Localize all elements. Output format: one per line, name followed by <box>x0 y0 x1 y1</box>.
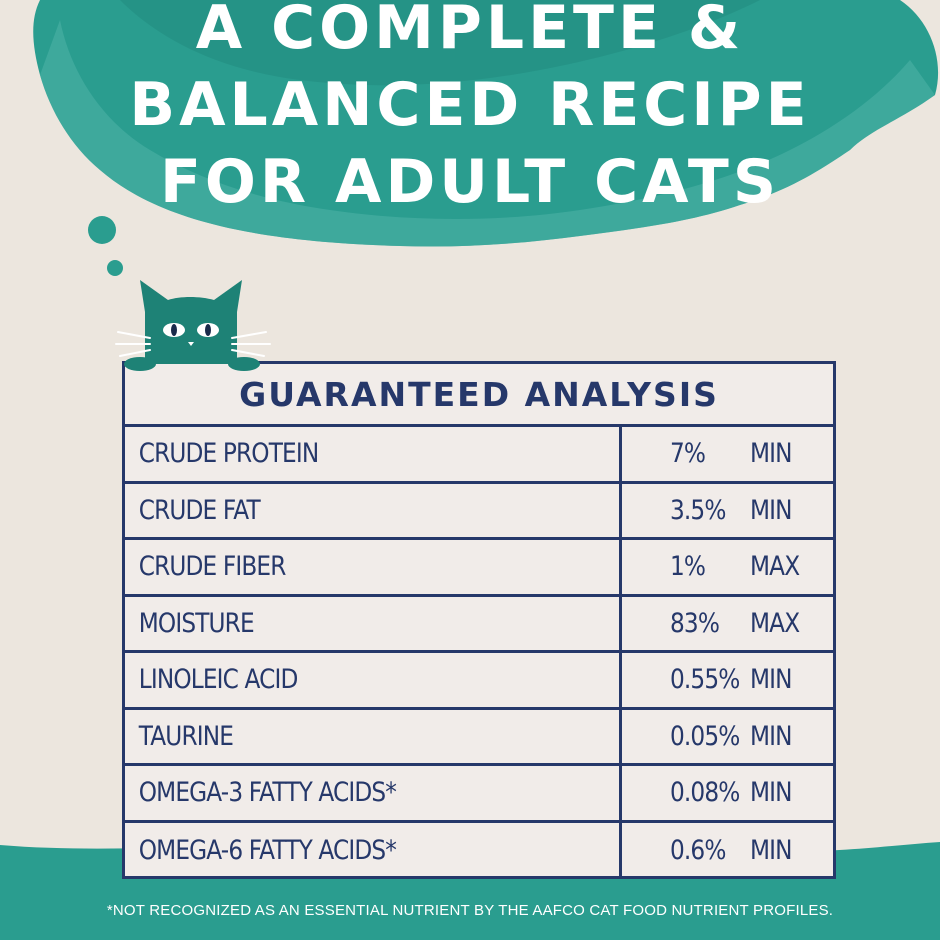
nutrient-value: 83% <box>670 607 720 639</box>
nutrient-name: OMEGA-6 FATTY ACIDS* <box>138 835 397 867</box>
nutrient-value: 0.08% <box>670 777 740 809</box>
nutrient-value: 0.05% <box>670 720 740 752</box>
table-row: TAURINE 0.05% MIN <box>125 709 833 766</box>
column-divider <box>619 540 622 594</box>
thought-cloud <box>33 0 939 276</box>
nutrient-value: 1% <box>670 551 706 583</box>
nutrient-name: MOISTURE <box>138 607 255 639</box>
table-row: MOISTURE 83% MAX <box>125 596 833 653</box>
nutrient-name: OMEGA-3 FATTY ACIDS* <box>138 777 397 809</box>
nutrient-value: 0.6% <box>670 835 726 867</box>
table-row: LINOLEIC ACID 0.55% MIN <box>125 653 833 710</box>
nutrient-unit: MIN <box>750 720 793 752</box>
nutrient-unit: MAX <box>750 551 800 583</box>
nutrient-unit: MIN <box>750 777 793 809</box>
nutrient-value: 3.5% <box>670 494 726 526</box>
table-row: OMEGA-3 FATTY ACIDS* 0.08% MIN <box>125 766 833 823</box>
table-row: CRUDE FAT 3.5% MIN <box>125 483 833 540</box>
headline-line-2: BALANCED RECIPE <box>129 70 811 140</box>
column-divider <box>619 766 622 820</box>
nutrient-name: LINOLEIC ACID <box>138 664 299 696</box>
table-title: GUARANTEED ANALYSIS <box>125 364 833 427</box>
nutrient-unit: MIN <box>750 494 793 526</box>
guaranteed-analysis-table: GUARANTEED ANALYSIS CRUDE PROTEIN 7% MIN… <box>122 361 836 879</box>
nutrient-name: CRUDE FAT <box>138 494 261 526</box>
headline: A COMPLETE & BALANCED RECIPE FOR ADULT C… <box>0 0 940 221</box>
column-divider <box>619 483 622 537</box>
nutrient-unit: MAX <box>750 607 800 639</box>
column-divider <box>619 822 622 879</box>
table-row: OMEGA-6 FATTY ACIDS* 0.6% MIN <box>125 822 833 879</box>
nutrient-name: TAURINE <box>138 720 234 752</box>
column-divider <box>619 427 622 481</box>
table-row: CRUDE FIBER 1% MAX <box>125 540 833 597</box>
nutrient-value: 0.55% <box>670 664 740 696</box>
nutrient-name: CRUDE PROTEIN <box>138 438 319 470</box>
column-divider <box>619 709 622 763</box>
headline-line-1: A COMPLETE & <box>195 0 745 63</box>
column-divider <box>619 596 622 650</box>
column-divider <box>619 653 622 707</box>
nutrient-unit: MIN <box>750 835 793 867</box>
table-row: CRUDE PROTEIN 7% MIN <box>125 427 833 484</box>
nutrient-unit: MIN <box>750 664 793 696</box>
nutrient-unit: MIN <box>750 438 793 470</box>
headline-line-3: FOR ADULT CATS <box>159 147 781 217</box>
nutrient-name: CRUDE FIBER <box>138 551 287 583</box>
nutrient-value: 7% <box>670 438 706 470</box>
cat-icon <box>115 280 271 371</box>
footnote: *NOT RECOGNIZED AS AN ESSENTIAL NUTRIENT… <box>106 902 834 919</box>
